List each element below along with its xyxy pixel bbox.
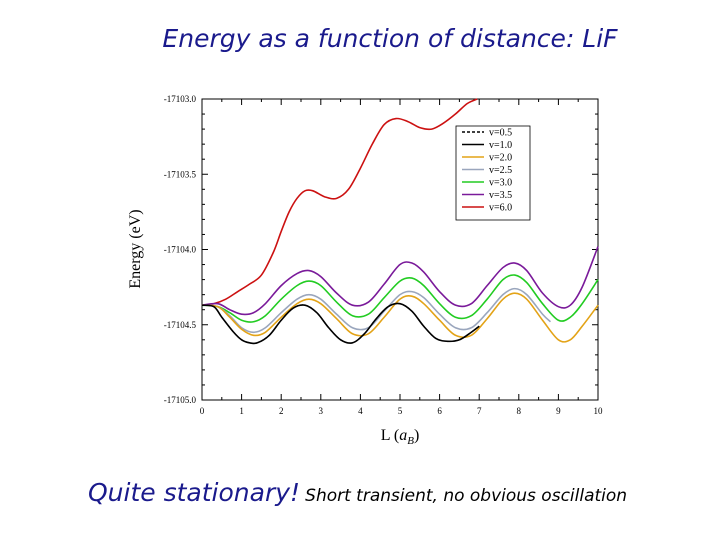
x-tick-label: 9 bbox=[556, 406, 561, 416]
x-tick-label: 4 bbox=[358, 406, 363, 416]
legend: v=0.5v=1.0 v=2.0v=2.5 v=3.0v=3.5 v=6.0 bbox=[455, 125, 531, 221]
legend-label: v=6.0 bbox=[489, 203, 512, 214]
x-tick-label: 3 bbox=[319, 406, 324, 416]
legend-label: v=1.0 bbox=[489, 140, 512, 151]
axis-ticks: 0 1 2 3 4 5 6 7 8 9 10 -17103.0 -17103.5 -17104.0 -171… bbox=[164, 94, 603, 416]
y-tick-label: -17104.5 bbox=[164, 320, 197, 330]
y-tick-label: -17105.0 bbox=[164, 395, 197, 405]
x-tick-label: 6 bbox=[437, 406, 442, 416]
energy-chart: 0 1 2 3 4 5 6 7 8 9 10 -17103.0 -17103.5 -17104.0 -171… bbox=[110, 85, 610, 450]
y-tick-label: -17104.0 bbox=[164, 245, 197, 255]
x-tick-label: 0 bbox=[200, 406, 205, 416]
plot-frame bbox=[201, 98, 599, 401]
x-tick-label: 7 bbox=[477, 406, 482, 416]
series-line-v-6-0 bbox=[201, 98, 478, 306]
legend-box bbox=[455, 125, 531, 221]
series-line-v-2-0 bbox=[201, 292, 599, 343]
series-lines bbox=[201, 98, 599, 345]
y-tick-label: -17103.0 bbox=[164, 94, 197, 104]
slide-title: Energy as a function of distance: LiF bbox=[162, 24, 618, 53]
caption-sub: Short transient, no obvious oscillation bbox=[305, 486, 628, 506]
y-axis-label: Energy (eV) bbox=[127, 209, 144, 288]
x-tick-label: 1 bbox=[239, 406, 244, 416]
y-tick-label: -17103.5 bbox=[164, 169, 197, 179]
x-tick-label: 2 bbox=[279, 406, 284, 416]
series-line-v-3-5 bbox=[201, 246, 599, 316]
legend-label: v=0.5 bbox=[489, 128, 512, 139]
legend-label: v=3.5 bbox=[489, 190, 512, 201]
legend-label: v=2.5 bbox=[489, 165, 512, 176]
caption-main: Quite stationary! bbox=[88, 478, 301, 507]
x-tick-label: 5 bbox=[398, 406, 403, 416]
series-line-v-2-5 bbox=[201, 287, 552, 334]
energy-chart-svg: 0 1 2 3 4 5 6 7 8 9 10 -17103.0 -17103.5 -17104.0 -171… bbox=[127, 94, 603, 447]
x-tick-label: 8 bbox=[517, 406, 522, 416]
x-axis-label: L (aB) bbox=[381, 427, 420, 447]
series-line-v-3-0 bbox=[201, 274, 599, 323]
series-line-v-0-5 bbox=[201, 302, 480, 345]
caption: Quite stationary! Short transient, no ob… bbox=[88, 478, 627, 507]
legend-label: v=2.0 bbox=[489, 153, 512, 164]
x-tick-label: 10 bbox=[594, 406, 604, 416]
legend-label: v=3.0 bbox=[489, 178, 512, 189]
